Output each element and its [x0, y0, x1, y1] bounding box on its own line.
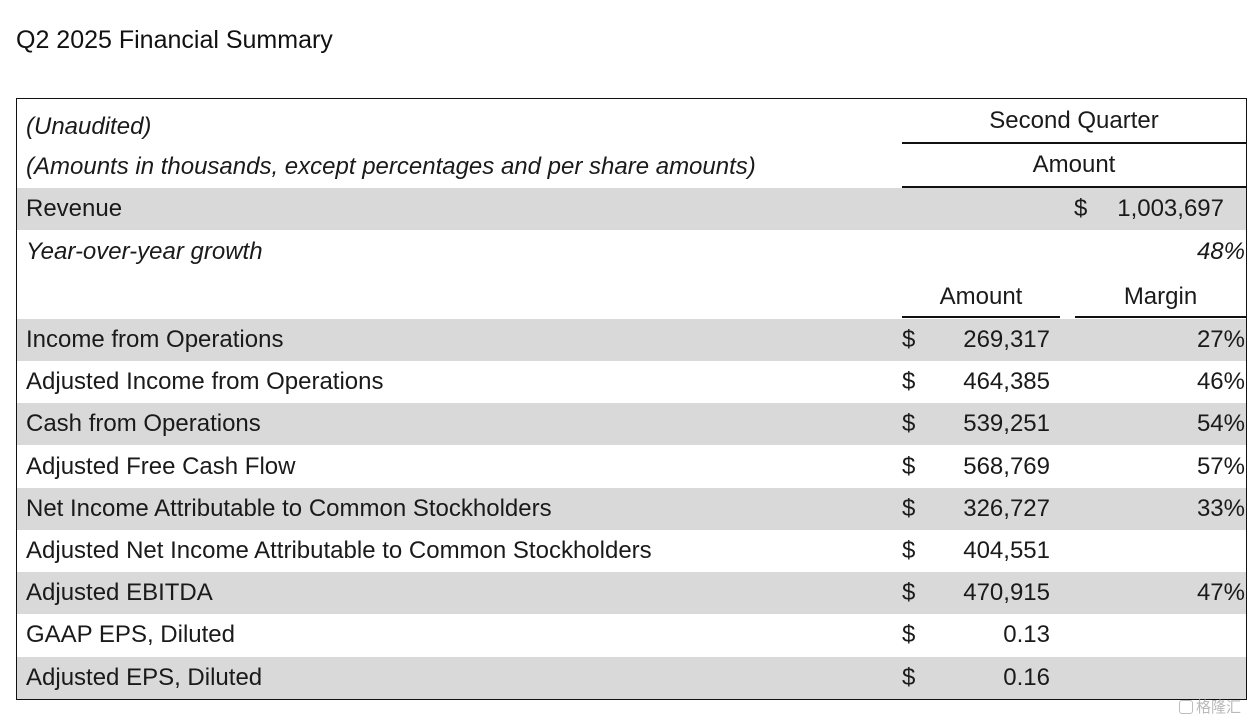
period-header: Second Quarter — [989, 107, 1159, 134]
page-title: Q2 2025 Financial Summary — [16, 26, 333, 54]
row-amount: 464,385 — [963, 368, 1050, 396]
period-underline — [902, 142, 1246, 144]
row-amount: 0.16 — [1003, 663, 1050, 691]
revenue-value: 1,003,697 — [1117, 195, 1224, 222]
watermark-text: 格隆汇 — [1195, 698, 1241, 716]
row-margin: 46% — [1196, 368, 1245, 396]
revenue-band-right — [902, 188, 1246, 230]
amount-subheader-underline — [902, 316, 1060, 318]
amount-header: Amount — [1032, 151, 1116, 178]
row-margin: 47% — [1196, 579, 1245, 607]
table-row: Income from Operations $269,317 27% — [17, 319, 1246, 361]
row-currency: $ — [902, 537, 916, 564]
row-amount: 539,251 — [963, 410, 1050, 438]
table-row: Cash from Operations $539,251 54% — [17, 403, 1246, 446]
row-label: Income from Operations — [26, 326, 284, 353]
row-currency: $ — [902, 410, 916, 438]
row-label: Adjusted EBITDA — [26, 579, 213, 607]
table-row: GAAP EPS, Diluted $0.13 — [17, 614, 1246, 656]
growth-value: 48% — [1196, 238, 1245, 265]
row-label: Adjusted Income from Operations — [26, 368, 384, 396]
row-margin: 33% — [1196, 494, 1245, 522]
table-row: Adjusted Income from Operations $464,385 4… — [17, 361, 1246, 403]
table-row: Adjusted EBITDA $470,915 47% — [17, 572, 1246, 615]
row-currency: $ — [902, 663, 916, 691]
amount-underline — [902, 186, 1246, 188]
table-row: Net Income Attributable to Common Stockh… — [17, 487, 1246, 530]
row-label: GAAP EPS, Diluted — [26, 621, 235, 649]
row-label: Adjusted Net Income Attributable to Comm… — [26, 537, 652, 564]
row-label: Net Income Attributable to Common Stockh… — [26, 494, 552, 522]
row-currency: $ — [902, 621, 916, 649]
table-row: Adjusted Net Income Attributable to Comm… — [17, 530, 1246, 572]
row-amount: 568,769 — [963, 452, 1050, 480]
row-currency: $ — [902, 452, 916, 480]
growth-label: Year-over-year growth — [26, 238, 263, 265]
watermark: 格隆汇 — [1178, 696, 1241, 717]
table-row: Adjusted EPS, Diluted $0.16 — [17, 656, 1246, 699]
row-amount: 269,317 — [963, 326, 1050, 353]
row-currency: $ — [902, 368, 916, 396]
row-amount: 470,915 — [963, 579, 1050, 607]
row-amount: 0.13 — [1003, 621, 1050, 649]
row-margin: 57% — [1196, 452, 1245, 480]
row-amount: 326,727 — [963, 494, 1050, 522]
row-currency: $ — [902, 579, 916, 607]
amount-subheader: Amount — [939, 283, 1023, 310]
row-label: Cash from Operations — [26, 410, 261, 438]
watermark-logo-icon — [1178, 700, 1193, 714]
margin-subheader-underline — [1075, 316, 1246, 318]
row-margin: 27% — [1196, 326, 1245, 353]
revenue-label: Revenue — [26, 195, 123, 222]
table-row: Adjusted Free Cash Flow $568,769 57% — [17, 446, 1246, 488]
row-label: Adjusted Free Cash Flow — [26, 452, 296, 480]
row-currency: $ — [902, 326, 916, 353]
unaudited-note: (Unaudited) — [26, 113, 152, 140]
amounts-note: (Amounts in thousands, except percentage… — [26, 153, 756, 180]
row-label: Adjusted EPS, Diluted — [26, 663, 263, 691]
revenue-currency: $ — [1074, 195, 1088, 222]
row-amount: 404,551 — [963, 537, 1050, 564]
row-margin: 54% — [1196, 410, 1245, 438]
row-currency: $ — [902, 494, 916, 522]
margin-subheader: Margin — [1123, 283, 1198, 310]
revenue-band-left — [17, 188, 902, 230]
financial-summary-table: (Unaudited) (Amounts in thousands, excep… — [16, 98, 1247, 700]
